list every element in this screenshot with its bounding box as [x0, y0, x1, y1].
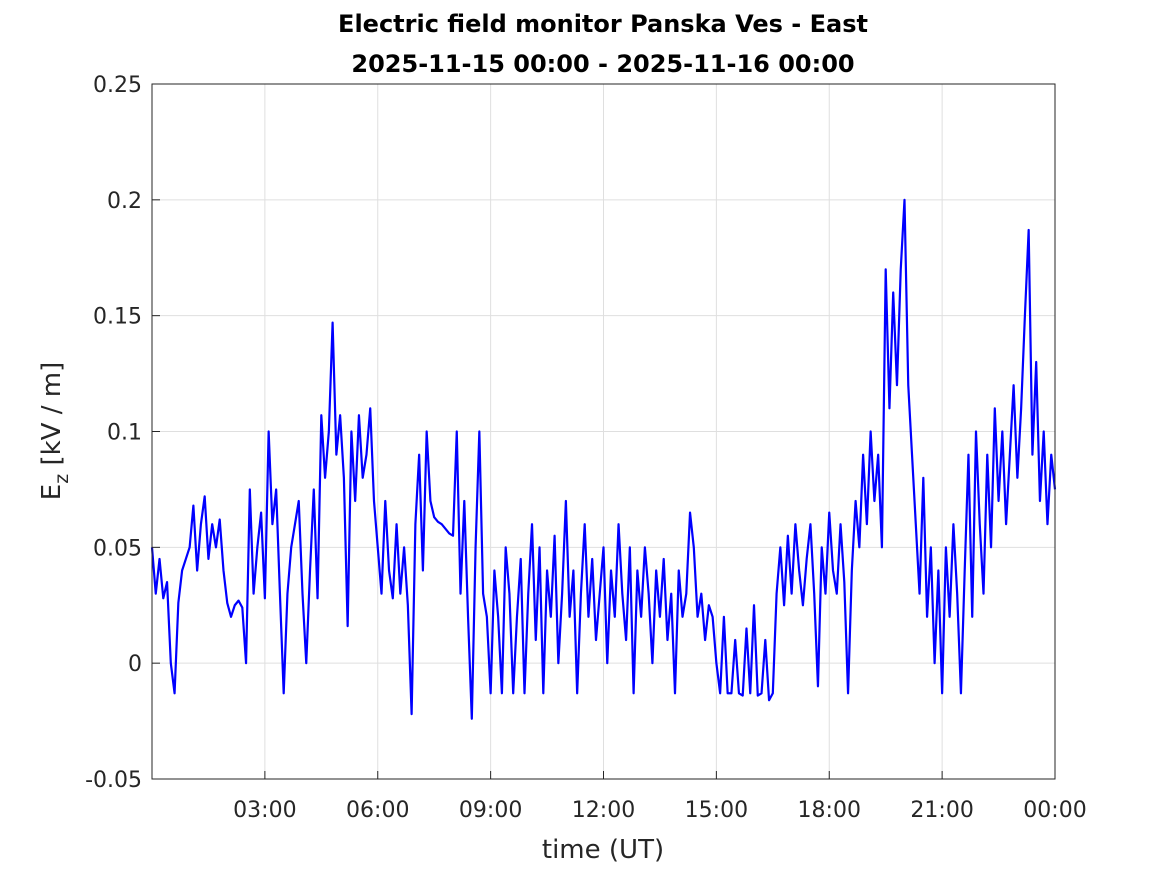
- x-tick-label: 00:00: [1023, 798, 1086, 823]
- y-label-sub: z: [51, 474, 73, 484]
- series: [150, 198, 1057, 720]
- data-line: [150, 198, 1057, 720]
- y-tick-label: 0: [128, 652, 142, 677]
- x-tick-label: 21:00: [910, 798, 973, 823]
- y-tick-label: 0.05: [93, 536, 142, 561]
- x-axis-label: time (UT): [542, 835, 664, 865]
- x-tick-label: 09:00: [459, 798, 522, 823]
- y-tick-label: 0.15: [93, 305, 142, 330]
- x-tick-label: 12:00: [572, 798, 635, 823]
- y-axis-label: Ez [kV / m]: [37, 362, 73, 500]
- chart-subtitle: 2025-11-15 00:00 - 2025-11-16 00:00: [351, 50, 854, 78]
- x-tick-label: 18:00: [798, 798, 861, 823]
- x-tick-label: 15:00: [685, 798, 748, 823]
- y-tick-label: 0.1: [107, 421, 142, 446]
- y-tick-label: 0.2: [107, 189, 142, 214]
- ticks: -0.05 0 0.05 0.1 0.15 0.2 0.25 03:00 06:00 09:00 1…: [85, 73, 1087, 823]
- chart-title: Electric field monitor Panska Ves - East: [338, 10, 868, 38]
- y-tick-label: -0.05: [85, 768, 142, 793]
- x-tick-label: 03:00: [233, 798, 296, 823]
- x-tick-label: 06:00: [346, 798, 409, 823]
- y-label-rest: [kV / m]: [37, 362, 67, 474]
- y-label-main: E: [37, 484, 67, 500]
- y-tick-label: 0.25: [93, 73, 142, 98]
